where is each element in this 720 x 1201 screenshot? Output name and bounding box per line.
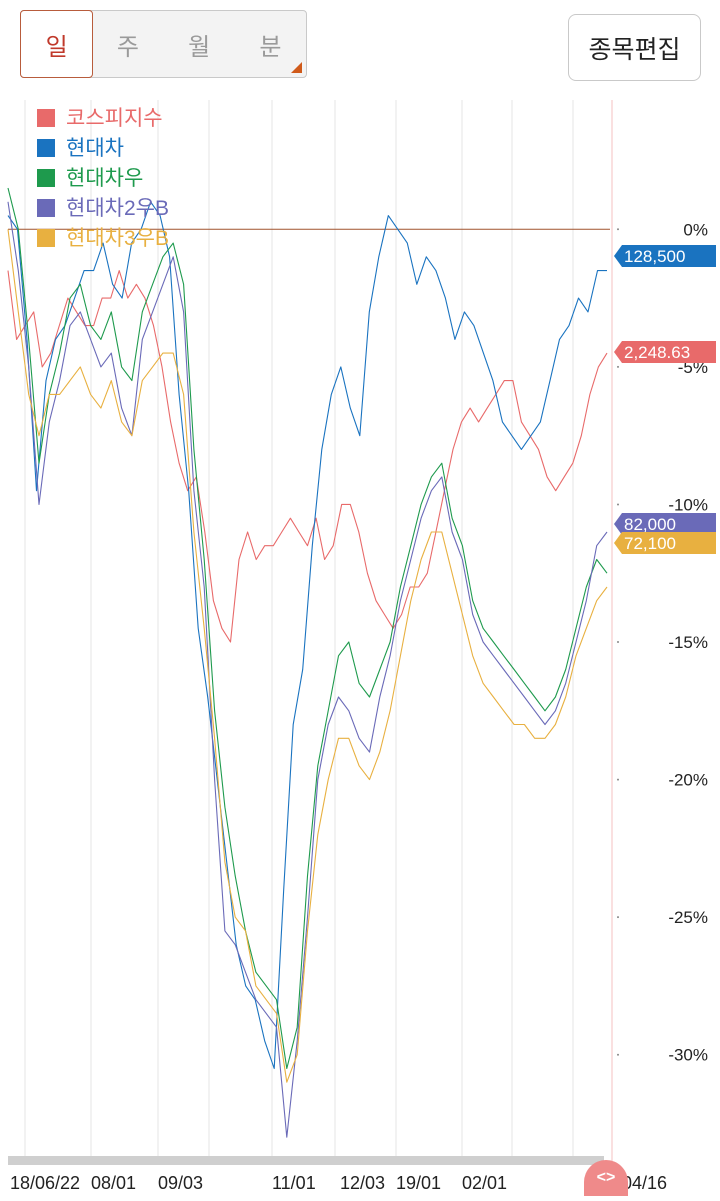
end-value-label: 128,500	[624, 247, 685, 266]
tab-minute[interactable]: 분	[259, 33, 282, 61]
y-tick-label: 0%	[683, 220, 708, 239]
x-tick-label: 02/01	[462, 1173, 507, 1193]
series-line-2	[7, 201, 607, 1070]
comparison-chart[interactable]: 0% -5% -10% -15% -20% -25% -30% 2,248.63 128,500…	[0, 96, 720, 1196]
legend-swatch	[37, 109, 55, 127]
x-tick-label: 19/01	[396, 1173, 441, 1193]
y-tick-mark	[617, 1053, 619, 1056]
end-value-tag	[614, 245, 716, 267]
series-line-3	[7, 187, 608, 1070]
end-value-label: 82,000	[624, 515, 676, 534]
chart-canvas: 0%-5%-10%-15%-20%-25%-30%2,248.63128,500…	[7, 100, 716, 1193]
y-tick-mark	[617, 365, 619, 368]
y-tick-label: -25%	[668, 908, 708, 927]
y-tick-label: -30%	[668, 1046, 708, 1065]
y-tick-label: -20%	[668, 771, 708, 790]
legend-label: 코스피지수	[66, 107, 163, 130]
y-tick-mark	[617, 778, 619, 781]
scroll-handle-icon[interactable]: <>	[584, 1160, 628, 1196]
tab-daily[interactable]: 일	[20, 10, 94, 78]
legend-label: 현대차우	[66, 167, 143, 190]
series-line-5	[7, 229, 608, 1083]
dropdown-corner-icon[interactable]	[291, 62, 302, 73]
end-value-tag	[614, 532, 716, 554]
y-tick-mark	[617, 228, 619, 231]
end-value-tag	[614, 341, 716, 363]
series-line-4	[7, 201, 608, 1138]
chart-scrollbar[interactable]	[8, 1156, 604, 1165]
y-tick-mark	[617, 641, 619, 644]
y-tick-mark	[617, 503, 619, 506]
tab-monthly[interactable]: 월	[188, 33, 211, 61]
end-value-label: 2,248.63	[624, 343, 690, 362]
y-tick-mark	[617, 916, 619, 919]
x-tick-label: 11/01	[272, 1173, 316, 1193]
period-tab-group: 일 주 월 분	[20, 10, 307, 78]
legend-swatch	[37, 229, 55, 247]
end-value-label: 72,100	[624, 534, 676, 553]
series-line-1	[7, 270, 608, 643]
legend-label: 현대차	[66, 137, 124, 160]
y-tick-label: -15%	[668, 633, 708, 652]
end-value-tag	[614, 513, 716, 535]
tab-weekly[interactable]: 주	[116, 33, 139, 61]
legend-swatch	[37, 139, 55, 157]
legend-label: 현대차3우B	[66, 227, 169, 250]
x-tick-label: 04/16	[622, 1173, 667, 1193]
x-tick-label: 12/03	[340, 1173, 385, 1193]
x-tick-label: 09/03	[158, 1173, 203, 1193]
legend-swatch	[37, 199, 55, 217]
legend-swatch	[37, 169, 55, 187]
x-tick-label: 18/06/22	[10, 1173, 80, 1193]
edit-stocks-button[interactable]: 종목편집	[568, 14, 701, 81]
legend-label: 현대차2우B	[66, 197, 169, 220]
x-tick-label: 08/01	[91, 1173, 136, 1193]
y-tick-label: -10%	[668, 495, 708, 514]
